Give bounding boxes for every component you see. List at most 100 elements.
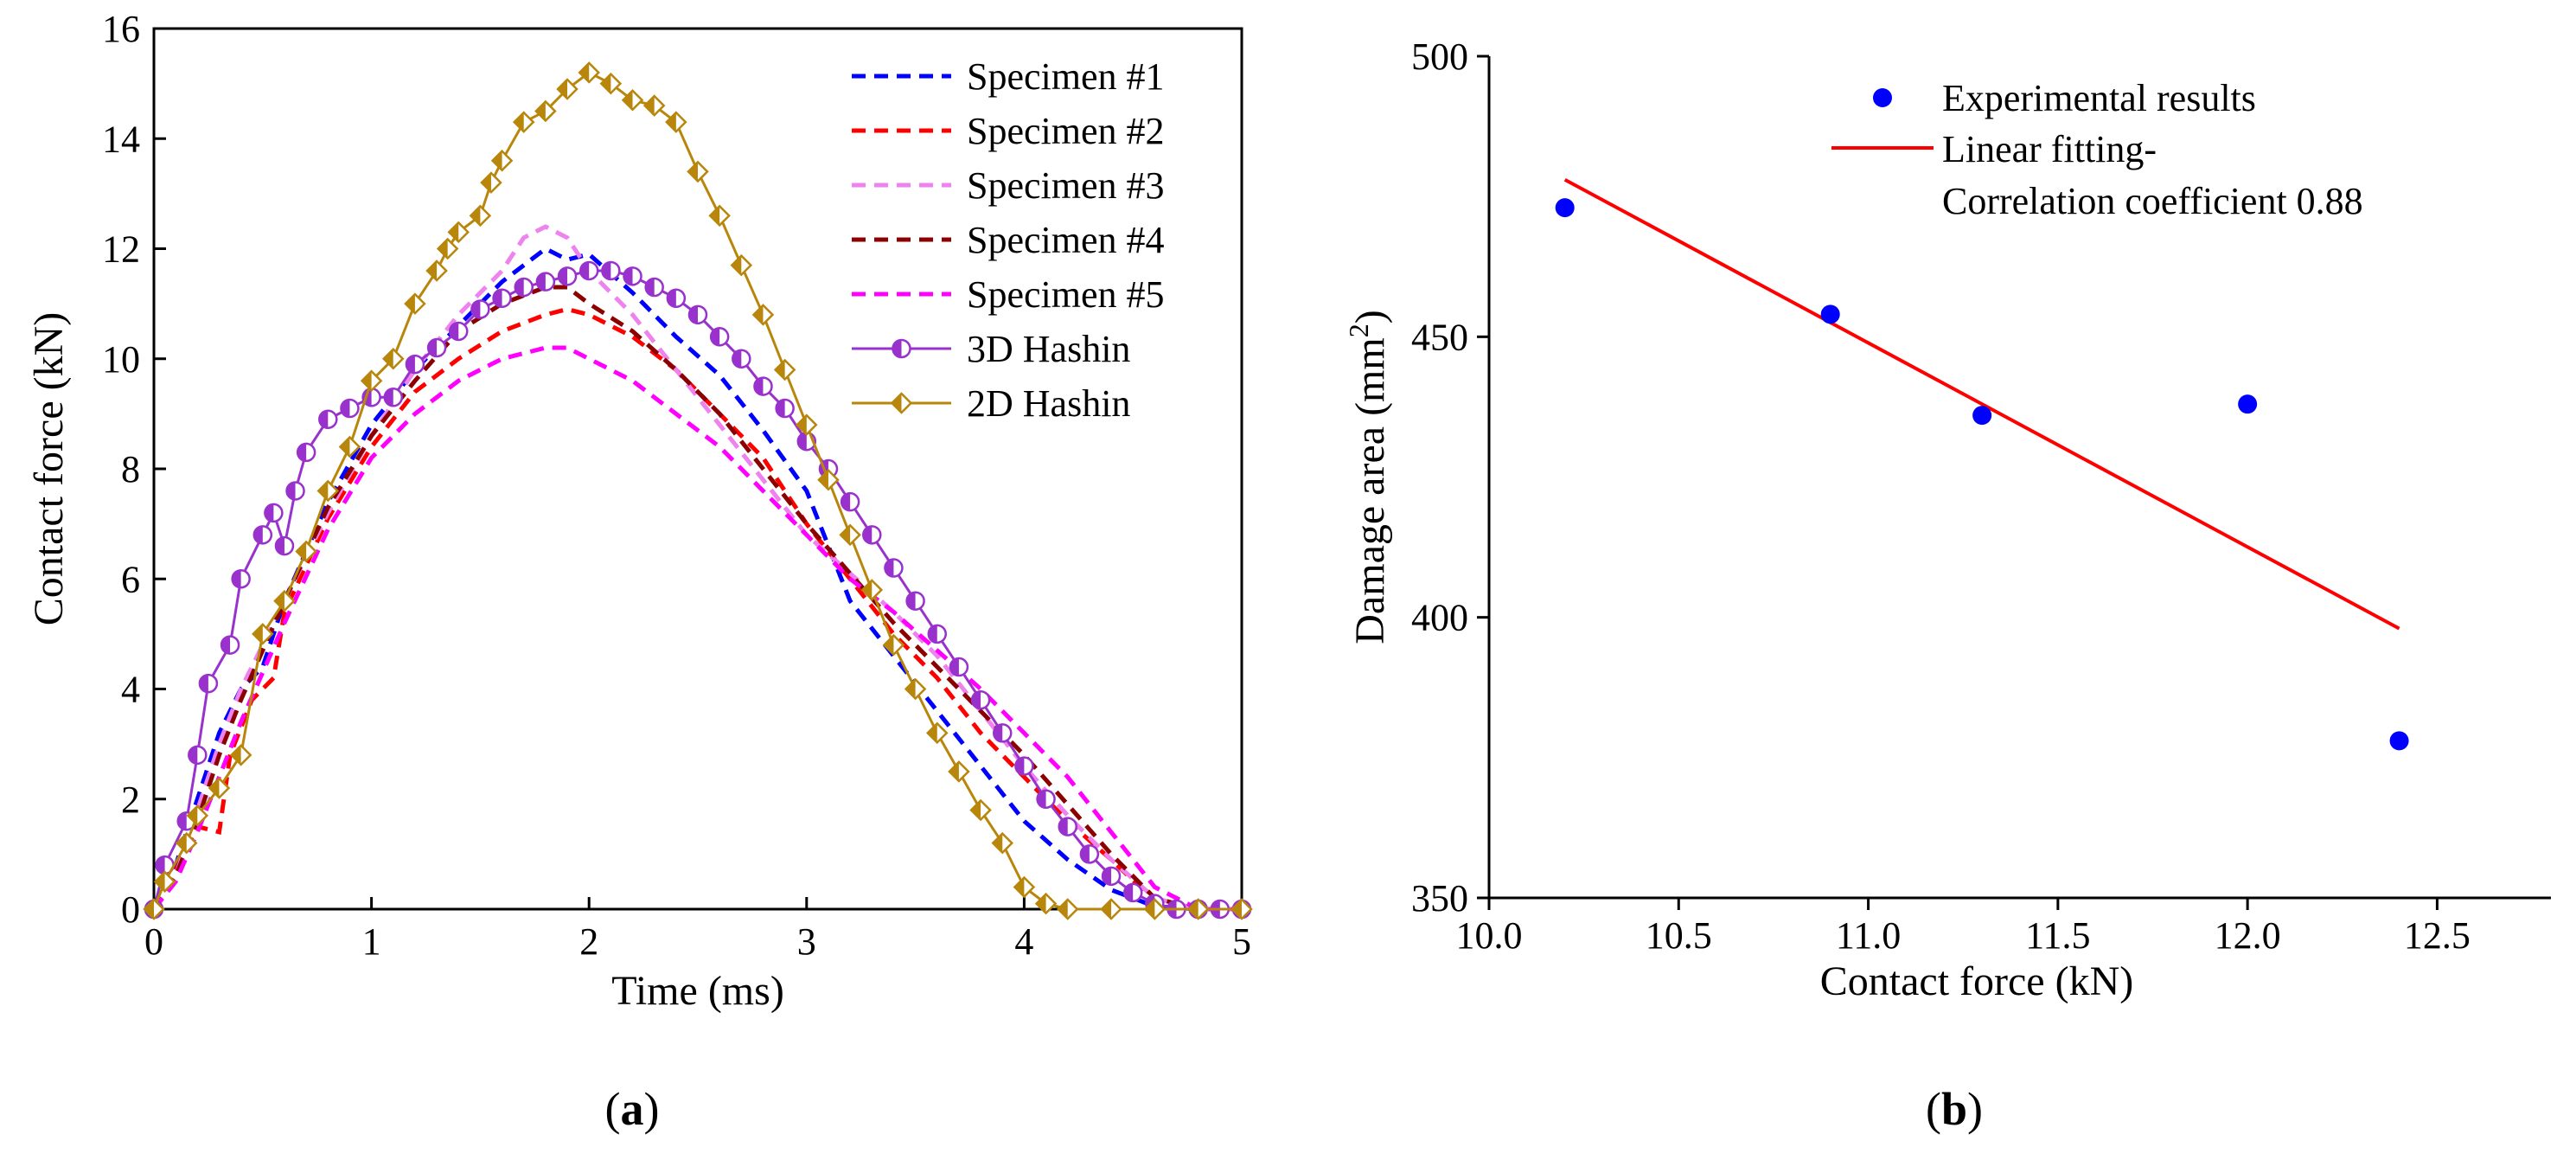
data-point-fill <box>177 812 187 830</box>
data-point-fill <box>601 74 611 93</box>
data-point-fill <box>892 340 902 357</box>
data-point-fill <box>471 300 481 318</box>
data-point-fill <box>928 625 937 643</box>
panel-label-a: (a) <box>605 1083 660 1135</box>
x-axis-title: Contact force (kN) <box>1820 958 2134 1004</box>
data-point-fill <box>144 900 154 919</box>
x-tick-label: 10.0 <box>1456 914 1523 957</box>
data-point-fill <box>797 433 807 451</box>
data-point-fill <box>796 415 807 435</box>
legend-label: Linear fitting- <box>1942 128 2157 170</box>
y-axis-title: Contact force (kN) <box>26 312 72 626</box>
data-point-fill <box>711 328 720 346</box>
data-point-fill <box>1232 900 1242 919</box>
data-point-fill <box>1036 894 1046 913</box>
data-point-fill <box>297 443 307 461</box>
data-point-fill <box>623 267 633 285</box>
x-tick-label: 12.0 <box>2215 914 2281 957</box>
scatter-point <box>2389 731 2409 751</box>
data-point-fill <box>188 805 198 825</box>
scatter-point <box>2238 394 2258 414</box>
legend-label: Specimen #4 <box>967 219 1165 261</box>
data-point-fill <box>1058 817 1068 836</box>
y-tick-label: 12 <box>102 228 140 271</box>
data-point-fill <box>155 872 165 892</box>
data-point-fill <box>623 90 633 110</box>
data-point-fill <box>667 289 676 307</box>
y-tick-label: 400 <box>1411 597 1468 639</box>
series-5 <box>152 345 1242 912</box>
data-point-fill <box>1188 900 1199 919</box>
y-tick-label: 16 <box>102 8 140 50</box>
x-tick-label: 10.5 <box>1646 914 1712 957</box>
data-point-fill <box>949 761 959 781</box>
data-point-fill <box>688 162 698 182</box>
data-point-fill <box>558 79 568 99</box>
data-point-fill <box>470 206 481 226</box>
data-point-fill <box>1037 790 1046 808</box>
y-tick-label: 500 <box>1411 35 1468 78</box>
data-point-fill <box>156 856 165 875</box>
data-point-fill <box>1015 757 1025 775</box>
data-point-fill <box>689 305 698 324</box>
data-point-fill <box>535 101 546 121</box>
scatter-point <box>1555 198 1575 218</box>
data-point-fill <box>862 580 873 599</box>
data-point-fill <box>318 481 329 501</box>
series-4 <box>151 285 1242 912</box>
x-tick-label: 0 <box>144 920 163 963</box>
data-point-fill <box>383 349 393 369</box>
data-point-fill <box>341 400 350 418</box>
data-point-fill <box>221 636 231 654</box>
data-point-fill <box>1080 845 1090 863</box>
y-tick-label: 4 <box>121 669 140 711</box>
data-point-fill <box>231 745 241 765</box>
legend-label: Specimen #1 <box>967 55 1165 98</box>
data-point-fill <box>252 624 263 644</box>
data-point-fill <box>884 635 894 655</box>
data-point-fill <box>949 658 959 676</box>
panel-label-b: (b) <box>1926 1083 1983 1135</box>
data-point-fill <box>493 289 502 307</box>
data-point-fill <box>994 724 1003 742</box>
y-tick-label: 6 <box>121 558 140 600</box>
data-point-fill <box>841 525 851 545</box>
legend-marker <box>1873 88 1892 107</box>
data-point-fill <box>710 206 720 226</box>
data-point-fill <box>971 800 981 820</box>
y-tick-label: 450 <box>1411 316 1468 358</box>
data-point-fill <box>438 239 448 259</box>
data-point-fill <box>1058 900 1068 919</box>
y-tick-label: 0 <box>121 888 140 931</box>
data-point-fill <box>514 112 524 132</box>
data-point-fill <box>644 96 655 116</box>
fit-line <box>1563 177 2400 631</box>
data-point-fill <box>449 222 459 242</box>
legend-label: Specimen #3 <box>967 164 1165 207</box>
chart-panel-b: 10.0 10.5 11.0 11.5 12.0 12.5 350 400 450 500 Cont… <box>1343 35 2551 1004</box>
series-7 <box>143 61 1253 920</box>
y-tick-label: 350 <box>1411 877 1468 920</box>
data-point-fill <box>559 267 568 285</box>
legend-label: Specimen #5 <box>967 273 1165 316</box>
data-point-fill <box>176 833 187 853</box>
legend-label: Correlation coefficient 0.88 <box>1942 180 2363 222</box>
data-point-fill <box>406 356 415 374</box>
x-tick-label: 4 <box>1014 920 1033 963</box>
data-point-fill <box>1145 900 1155 919</box>
scatter-point <box>1820 304 1840 324</box>
data-point-fill <box>776 400 785 418</box>
y-tick-label: 8 <box>121 448 140 490</box>
data-point-fill <box>645 279 655 297</box>
scatter-point <box>1972 406 1992 426</box>
data-point-fill <box>297 542 307 561</box>
legend-label: 3D Hashin <box>967 328 1130 370</box>
x-axis-title: Time (ms) <box>611 968 784 1014</box>
data-point-fill <box>754 377 764 395</box>
legend: Specimen #1 Specimen #2 Specimen #3 Specime… <box>852 55 1165 425</box>
legend: Experimental results Linear fitting- Corre… <box>1831 77 2363 222</box>
x-tick-label: 5 <box>1232 920 1251 963</box>
y-tick-label: 10 <box>102 338 140 381</box>
x-tick-label: 2 <box>579 920 598 963</box>
